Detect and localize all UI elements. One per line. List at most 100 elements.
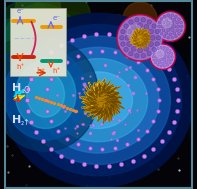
Circle shape: [157, 13, 184, 40]
Circle shape: [149, 42, 153, 46]
Circle shape: [118, 16, 162, 60]
Circle shape: [112, 32, 142, 62]
Ellipse shape: [4, 49, 87, 140]
Circle shape: [171, 21, 174, 25]
Circle shape: [171, 56, 173, 58]
Circle shape: [160, 46, 162, 48]
Circle shape: [176, 21, 179, 24]
Text: ₂↑: ₂↑: [21, 118, 30, 127]
Circle shape: [165, 61, 167, 64]
Circle shape: [162, 49, 164, 51]
Text: H: H: [12, 115, 21, 125]
Circle shape: [150, 44, 176, 70]
Circle shape: [160, 65, 162, 67]
Circle shape: [124, 47, 128, 52]
Polygon shape: [129, 30, 147, 48]
Circle shape: [152, 56, 154, 58]
Circle shape: [169, 33, 172, 36]
Circle shape: [155, 29, 159, 34]
Circle shape: [163, 35, 166, 38]
Polygon shape: [83, 84, 119, 118]
Circle shape: [135, 54, 139, 58]
Circle shape: [155, 42, 159, 46]
Circle shape: [147, 51, 151, 56]
Ellipse shape: [27, 36, 170, 164]
Circle shape: [138, 48, 142, 53]
Circle shape: [153, 52, 155, 55]
FancyBboxPatch shape: [10, 8, 66, 76]
Circle shape: [171, 14, 174, 17]
Circle shape: [169, 25, 172, 28]
Circle shape: [175, 15, 177, 18]
Circle shape: [171, 52, 173, 55]
Circle shape: [160, 33, 163, 35]
Text: h⁺: h⁺: [52, 68, 60, 74]
Circle shape: [165, 50, 167, 52]
Circle shape: [162, 29, 165, 32]
Ellipse shape: [0, 38, 98, 151]
Circle shape: [141, 54, 145, 58]
Circle shape: [162, 18, 172, 28]
Circle shape: [127, 42, 132, 46]
Circle shape: [157, 64, 159, 66]
Circle shape: [141, 41, 146, 46]
Circle shape: [158, 29, 161, 32]
Circle shape: [165, 25, 168, 28]
Text: ₂O: ₂O: [22, 86, 31, 95]
Circle shape: [4, 4, 80, 79]
Circle shape: [117, 15, 163, 61]
Circle shape: [177, 25, 180, 28]
Circle shape: [0, 0, 55, 57]
Circle shape: [141, 29, 146, 35]
Circle shape: [163, 52, 166, 55]
Circle shape: [127, 29, 132, 34]
Circle shape: [158, 55, 161, 58]
Ellipse shape: [4, 13, 193, 187]
Circle shape: [178, 18, 180, 20]
Circle shape: [150, 35, 155, 40]
Circle shape: [163, 15, 166, 18]
Circle shape: [31, 0, 91, 49]
Circle shape: [120, 36, 124, 40]
Circle shape: [144, 46, 149, 51]
Circle shape: [157, 47, 159, 50]
Circle shape: [129, 51, 133, 56]
Circle shape: [180, 25, 183, 28]
Circle shape: [152, 47, 156, 52]
Circle shape: [166, 64, 169, 66]
Circle shape: [156, 59, 158, 61]
Circle shape: [0, 40, 46, 93]
Circle shape: [144, 35, 149, 40]
Circle shape: [165, 18, 168, 21]
Circle shape: [131, 35, 136, 40]
Circle shape: [169, 50, 171, 52]
Circle shape: [124, 24, 128, 28]
Circle shape: [171, 28, 174, 32]
Circle shape: [168, 55, 171, 58]
Circle shape: [131, 46, 136, 51]
Circle shape: [169, 62, 171, 64]
Circle shape: [156, 36, 161, 40]
Circle shape: [169, 17, 172, 20]
Circle shape: [160, 52, 162, 55]
Circle shape: [156, 52, 158, 55]
Circle shape: [155, 55, 157, 58]
Circle shape: [165, 32, 168, 35]
Circle shape: [160, 58, 162, 61]
Circle shape: [156, 50, 164, 58]
Polygon shape: [85, 87, 122, 123]
Ellipse shape: [38, 47, 159, 153]
Circle shape: [135, 18, 139, 22]
Circle shape: [134, 29, 139, 35]
Circle shape: [127, 25, 142, 40]
Polygon shape: [132, 28, 150, 47]
Circle shape: [167, 14, 170, 17]
Circle shape: [167, 21, 170, 25]
Circle shape: [0, 19, 47, 87]
Circle shape: [163, 58, 166, 61]
Text: e⁻: e⁻: [16, 8, 24, 14]
Circle shape: [165, 55, 167, 58]
Circle shape: [141, 18, 145, 22]
Circle shape: [144, 25, 149, 29]
Polygon shape: [88, 83, 124, 121]
